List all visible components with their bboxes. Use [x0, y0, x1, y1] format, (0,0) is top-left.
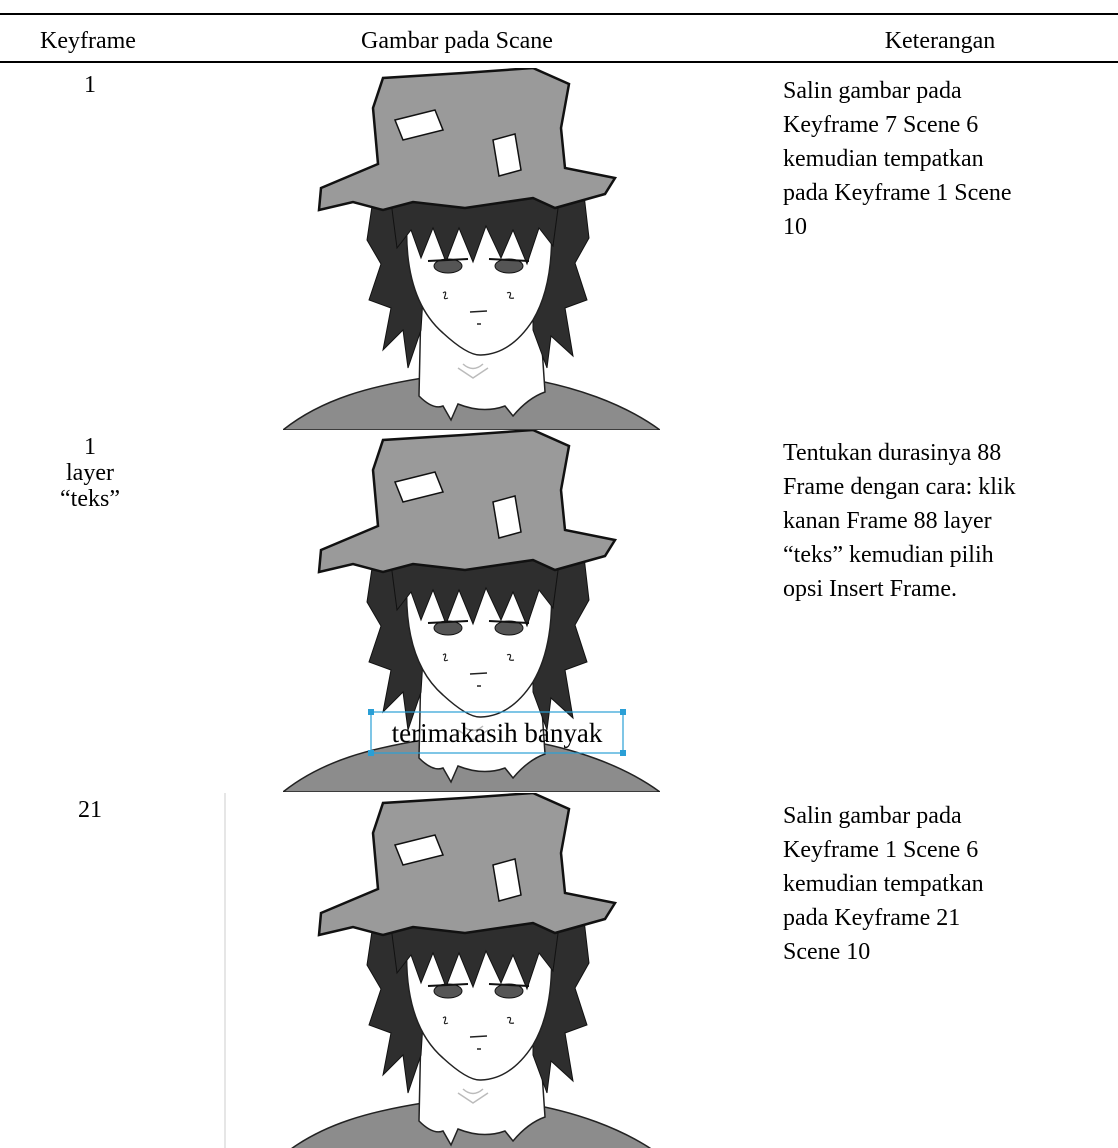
text-selection-box: [370, 711, 624, 754]
header-cell: Keterangan: [885, 28, 996, 54]
header-cell: Keyframe: [40, 28, 136, 54]
description-line: opsi Insert Frame.: [783, 576, 957, 602]
description-line: kanan Frame 88 layer: [783, 508, 992, 534]
keyframe-label: 1: [84, 434, 96, 460]
overlay-text: terimakasih banyak: [392, 718, 603, 748]
keyframe-label: 1: [84, 72, 96, 98]
description-line: Salin gambar pada: [783, 803, 962, 829]
description-line: Frame dengan cara: klik: [783, 474, 1016, 500]
description-line: Keyframe 1 Scene 6: [783, 837, 978, 863]
description-line: “teks” kemudian pilih: [783, 542, 994, 568]
description-line: pada Keyframe 21: [783, 905, 960, 931]
selection-handles: [368, 709, 626, 756]
description-line: Scene 10: [783, 939, 870, 965]
description-line: kemudian tempatkan: [783, 871, 984, 897]
description-line: Tentukan durasinya 88: [783, 440, 1001, 466]
scene-image: [283, 68, 660, 430]
scene-image: [283, 793, 660, 1148]
description-line: pada Keyframe 1 Scene: [783, 180, 1012, 206]
keyframe-label: 21: [78, 797, 102, 823]
keyframe-label: layer: [66, 460, 114, 486]
description-line: 10: [783, 214, 807, 240]
keyframe-label: “teks”: [60, 486, 120, 512]
description-line: Keyframe 7 Scene 6: [783, 112, 978, 138]
description-line: Salin gambar pada: [783, 78, 962, 104]
description-line: kemudian tempatkan: [783, 146, 984, 172]
header-cell: Gambar pada Scane: [361, 28, 553, 54]
